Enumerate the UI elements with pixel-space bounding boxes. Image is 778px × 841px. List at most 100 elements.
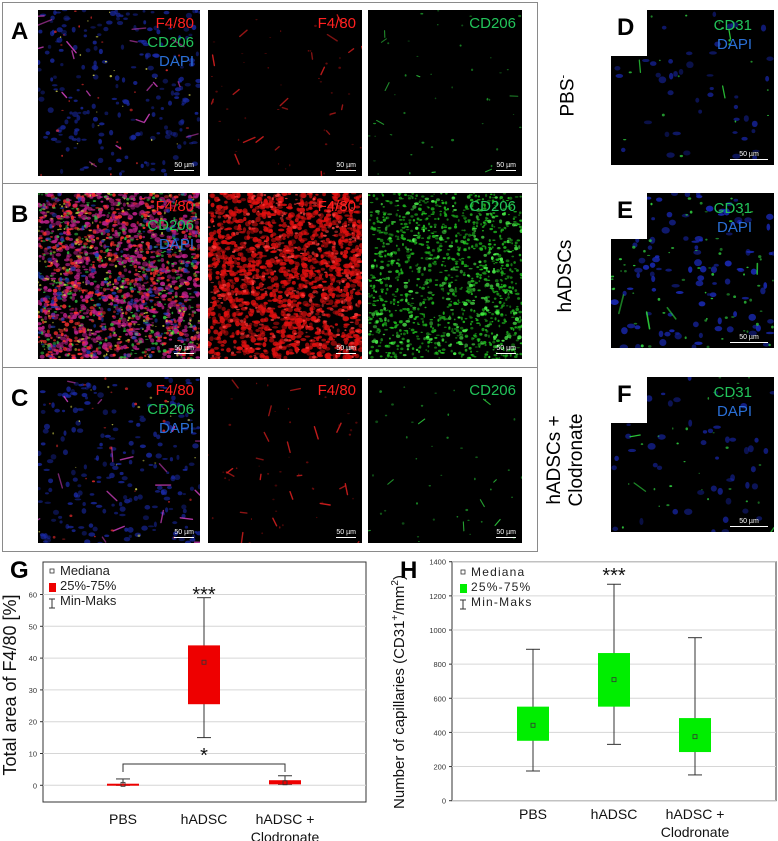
y-tick-label: 60 xyxy=(29,591,37,600)
x-category-label: hADSC + xyxy=(256,811,315,827)
scale-bar-label: 50 µm xyxy=(174,528,194,536)
fluorescence-signal xyxy=(38,377,200,543)
group-label-line1: PBS- xyxy=(552,16,579,176)
micrograph-b-merge: F4/80 CD206 DAPI 50 µm xyxy=(38,193,200,359)
group-label-line1: hADSCs xyxy=(555,196,577,356)
legend-entry: Min-Maks xyxy=(471,595,533,609)
scale-bar: 50 µm xyxy=(174,528,194,538)
scale-bar-line xyxy=(730,525,768,527)
y-tick-label: 40 xyxy=(29,654,37,663)
fluorescence-signal xyxy=(208,379,360,543)
channel-label-f480: F4/80 xyxy=(317,382,356,399)
legend-entry: Mediana xyxy=(60,563,111,578)
significance-marker: *** xyxy=(602,565,626,587)
channel-label-cd206: CD206 xyxy=(147,401,194,418)
channel-label-cd206: CD206 xyxy=(147,34,194,51)
legend-box-icon xyxy=(49,583,56,592)
micrograph-b-red: F4/80 50 µm xyxy=(208,193,362,359)
channel-label-cd206: CD206 xyxy=(147,217,194,234)
x-category-label: hADSC xyxy=(591,806,638,822)
scale-bar-line xyxy=(730,158,768,160)
channel-labels: CD31 DAPI xyxy=(714,383,752,421)
channel-label-dapi: DAPI xyxy=(716,403,752,420)
legend-entry: Min-Maks xyxy=(60,593,117,608)
y-tick-label: 800 xyxy=(433,660,446,669)
scale-bar-line xyxy=(174,169,194,171)
significance-marker: *** xyxy=(192,584,216,606)
scale-bar-label: 50 µm xyxy=(336,161,356,169)
scale-bar-line xyxy=(336,169,356,171)
scale-bar-label: 50 µm xyxy=(174,161,194,169)
micrograph-f-cd31: CD31 DAPI 50 µm xyxy=(611,377,774,532)
legend-median-icon xyxy=(49,568,55,574)
fluorescence-signal xyxy=(611,10,774,161)
x-category-label: Clodronate xyxy=(251,829,320,841)
channel-labels: F4/80 CD206 DAPI xyxy=(147,381,194,438)
x-category-label: hADSC xyxy=(181,811,228,827)
fluorescence-signal xyxy=(38,10,200,176)
median-marker xyxy=(530,722,536,728)
scale-bar: 50 µm xyxy=(174,161,194,171)
group-label-pbs: PBS- xyxy=(552,16,579,176)
legend-entry: 25%-75% xyxy=(471,580,531,594)
channel-labels: F4/80 CD206 DAPI xyxy=(147,197,194,254)
median-marker xyxy=(120,781,126,787)
group-name: hADSCs xyxy=(555,239,576,313)
y-tick-label: 10 xyxy=(29,750,37,759)
y-tick-label: 600 xyxy=(433,694,446,703)
iqr-box xyxy=(269,780,301,785)
group-label-hadscs-clodronate: hADSCs + Clodronate xyxy=(544,380,588,540)
y-tick-label: 1000 xyxy=(429,626,446,635)
channel-label-dapi: DAPI xyxy=(158,53,194,70)
channel-label-dapi: DAPI xyxy=(158,420,194,437)
scale-bar-label: 50 µm xyxy=(336,528,356,536)
panel-letter-f: F xyxy=(617,381,632,408)
group-label-hadscs: hADSCs xyxy=(555,196,577,356)
chart-h-boxplot: 0 200 400 600 800 1000 1200 1400 PBS hADSC hADSC +… xyxy=(390,558,777,840)
scale-bar: 50 µm xyxy=(496,345,516,354)
scale-bar-label: 50 µm xyxy=(739,150,759,158)
panel-notch xyxy=(611,377,647,423)
channel-label-f480: F4/80 xyxy=(317,198,356,215)
scale-bar-line xyxy=(174,352,194,354)
micrograph-a-red: F4/80 50 µm xyxy=(208,10,362,176)
channel-labels: F4/80 CD206 DAPI xyxy=(147,14,194,71)
micrograph-d-cd31: CD31 DAPI 50 µm xyxy=(611,10,774,165)
panel-letter-e: E xyxy=(617,197,634,224)
channel-labels: CD31 DAPI xyxy=(714,199,752,237)
channel-labels: CD206 xyxy=(469,14,516,33)
channel-label-cd31: CD31 xyxy=(713,200,752,217)
legend-median-icon xyxy=(460,569,466,575)
median-marker xyxy=(692,734,698,740)
fluorescence-signal xyxy=(208,193,362,359)
scale-bar-line xyxy=(496,536,516,538)
panel-letter-b: B xyxy=(11,201,29,228)
iqr-box xyxy=(188,645,220,705)
fluorescence-signal xyxy=(368,193,522,359)
channel-label-cd31: CD31 xyxy=(713,384,752,401)
median-marker xyxy=(201,659,207,665)
channel-labels: CD206 xyxy=(469,381,516,400)
group-name: PBS xyxy=(557,78,579,117)
median-marker xyxy=(611,677,617,683)
y-tick-label: 0 xyxy=(442,797,446,806)
y-tick-label: 1200 xyxy=(429,592,446,601)
scale-bar-label: 50 µm xyxy=(174,344,194,352)
panel-letter-a: A xyxy=(11,18,29,45)
scale-bar-label: 50 µm xyxy=(739,517,759,525)
plot-frame xyxy=(42,561,367,803)
scale-bar-label: 50 µm xyxy=(739,333,759,341)
micrograph-b-green: CD206 50 µm xyxy=(368,193,522,359)
channel-label-cd206: CD206 xyxy=(469,198,516,215)
channel-labels: F4/80 xyxy=(318,14,356,33)
legend-entry: Mediana xyxy=(471,565,525,579)
x-category-label: PBS xyxy=(519,806,547,822)
micrograph-a-green: CD206 50 µm xyxy=(368,10,522,176)
iqr-box xyxy=(517,706,549,741)
scale-bar: 50 µm xyxy=(730,150,768,160)
y-axis-label: Number of capillaries (CD31+/mm2) xyxy=(390,575,408,809)
iqr-box xyxy=(598,653,630,707)
significance-marker: * xyxy=(200,745,208,767)
chart-g-boxplot: 0 10 20 30 40 50 60 PBS hADSC hADSC + Clodronate Me… xyxy=(0,561,367,841)
scale-bar: 50 µm xyxy=(496,529,516,538)
